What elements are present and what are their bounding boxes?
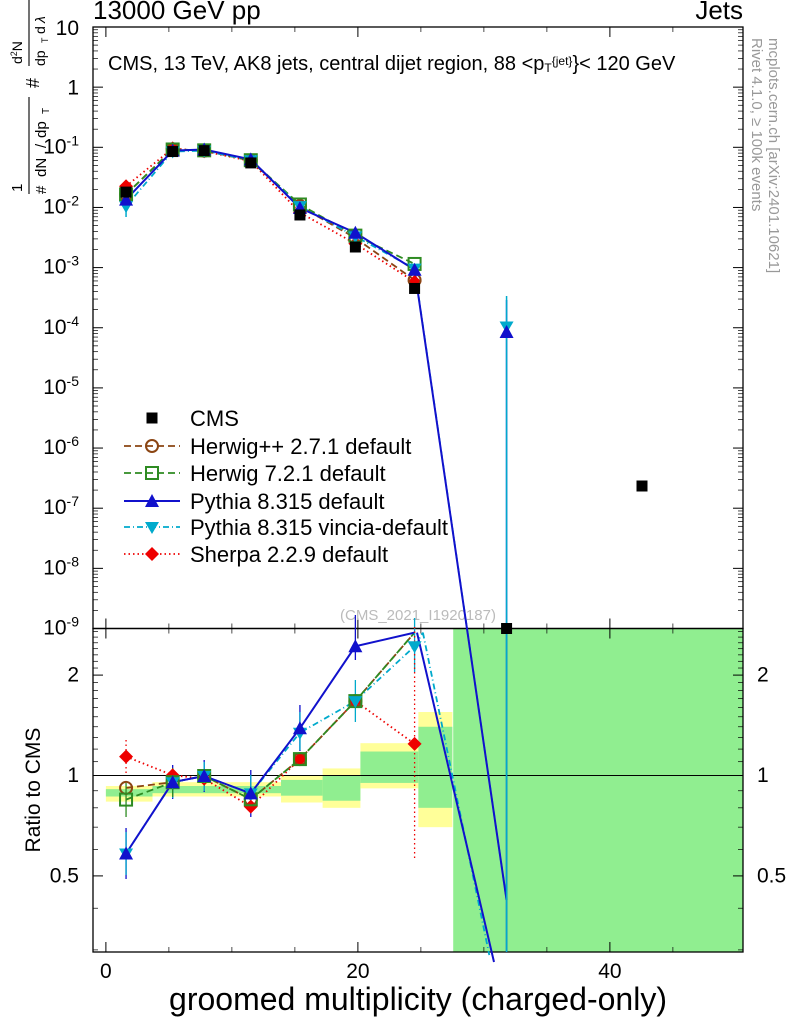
- svg-text:Ratio to CMS: Ratio to CMS: [22, 728, 45, 853]
- svg-text:2: 2: [757, 664, 769, 687]
- svg-text:(CMS_2021_I1920187): (CMS_2021_I1920187): [340, 607, 496, 624]
- svg-text:groomed multiplicity (charged-: groomed multiplicity (charged-only): [169, 981, 667, 1017]
- svg-text:Pythia 8.315 vincia-default: Pythia 8.315 vincia-default: [190, 515, 448, 540]
- svg-text:CMS: CMS: [190, 406, 239, 431]
- svg-text:13000 GeV pp: 13000 GeV pp: [93, 0, 261, 25]
- svg-text:20: 20: [346, 960, 369, 983]
- svg-text:2: 2: [67, 664, 79, 687]
- svg-text:CMS, 13 TeV, AK8 jets, central: CMS, 13 TeV, AK8 jets, central dijet reg…: [108, 53, 676, 75]
- svg-text:λ: λ: [32, 16, 48, 24]
- svg-text:dp: dp: [32, 50, 48, 66]
- svg-text:Jets: Jets: [695, 0, 743, 25]
- svg-text:T: T: [41, 108, 52, 114]
- svg-text:dN: dN: [33, 158, 50, 177]
- svg-text:#: #: [23, 78, 43, 88]
- svg-text:dp: dp: [33, 121, 50, 138]
- svg-text:T: T: [40, 37, 50, 43]
- svg-text:0: 0: [100, 960, 112, 983]
- svg-text:Sherpa 2.2.9 default: Sherpa 2.2.9 default: [190, 542, 388, 567]
- svg-text:0.5: 0.5: [757, 865, 786, 888]
- svg-text:#: #: [33, 185, 50, 194]
- svg-text:1: 1: [67, 764, 79, 787]
- svg-text:40: 40: [598, 960, 621, 983]
- svg-text:Herwig 7.2.1 default: Herwig 7.2.1 default: [190, 461, 386, 486]
- svg-text:Herwig++ 2.7.1 default: Herwig++ 2.7.1 default: [190, 434, 411, 459]
- svg-text:1: 1: [757, 764, 769, 787]
- svg-text:Pythia 8.315 default: Pythia 8.315 default: [190, 489, 384, 514]
- svg-text:1: 1: [9, 184, 26, 192]
- svg-text:d: d: [32, 26, 48, 34]
- svg-text:1: 1: [67, 77, 79, 100]
- svg-text:10: 10: [56, 17, 79, 40]
- svg-text:0.5: 0.5: [50, 865, 79, 888]
- svg-text:Rivet 4.1.0, ≥ 100k events: Rivet 4.1.0, ≥ 100k events: [748, 38, 765, 211]
- svg-text:mcplots.cern.ch [arXiv:2401.10: mcplots.cern.ch [arXiv:2401.10621]: [765, 38, 782, 273]
